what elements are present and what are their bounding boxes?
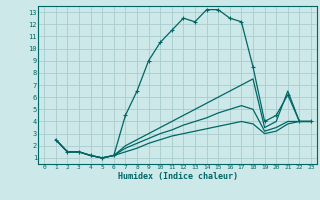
X-axis label: Humidex (Indice chaleur): Humidex (Indice chaleur) <box>118 172 238 181</box>
